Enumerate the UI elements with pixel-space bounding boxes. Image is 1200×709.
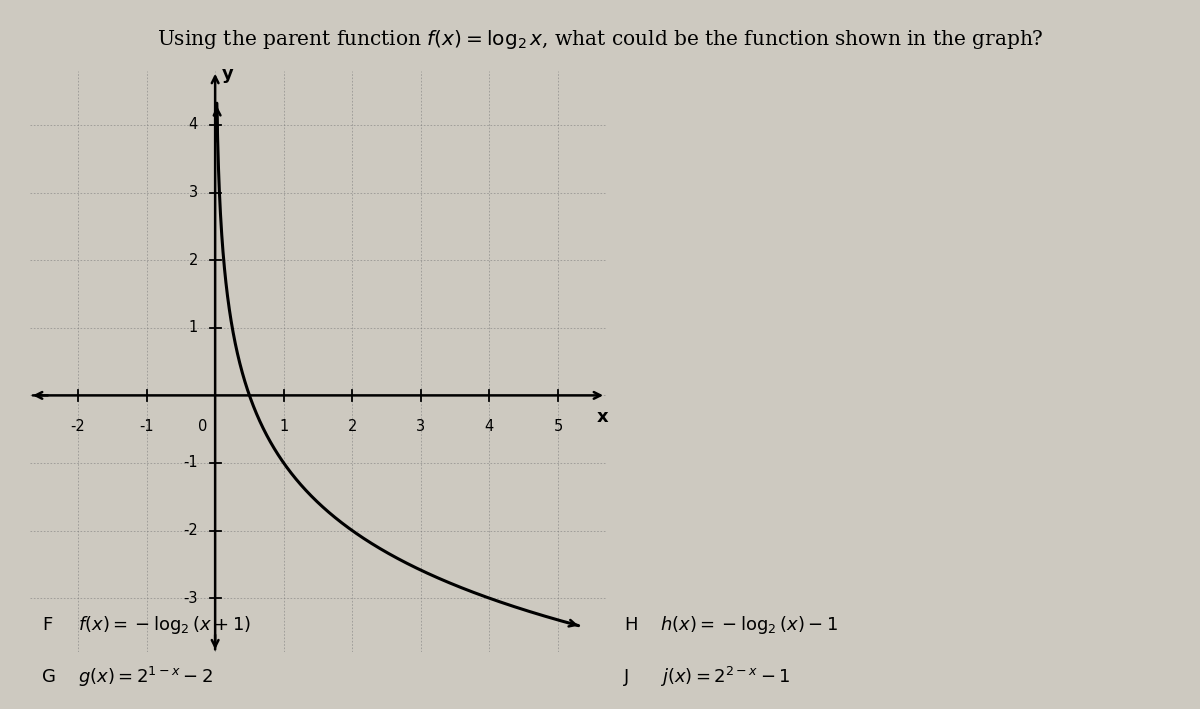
Text: H: H: [624, 616, 637, 635]
Text: $j(x) = 2^{2-x} - 1$: $j(x) = 2^{2-x} - 1$: [660, 665, 791, 689]
Text: 1: 1: [188, 320, 198, 335]
Text: -2: -2: [71, 419, 85, 434]
Text: J: J: [624, 668, 629, 686]
Text: -2: -2: [184, 523, 198, 538]
Text: 2: 2: [188, 252, 198, 268]
Text: F: F: [42, 616, 53, 635]
Text: x: x: [596, 408, 608, 426]
Text: -1: -1: [184, 455, 198, 471]
Text: 1: 1: [280, 419, 288, 434]
Text: 5: 5: [553, 419, 563, 434]
Text: 4: 4: [188, 118, 198, 133]
Text: -3: -3: [184, 591, 198, 605]
Text: 0: 0: [198, 419, 208, 434]
Text: -1: -1: [139, 419, 154, 434]
Text: 3: 3: [416, 419, 426, 434]
Text: $f(x) = -\log_2(x+1)$: $f(x) = -\log_2(x+1)$: [78, 614, 251, 637]
Text: 3: 3: [188, 185, 198, 200]
Text: $g(x) = 2^{1-x} - 2$: $g(x) = 2^{1-x} - 2$: [78, 665, 214, 689]
Text: y: y: [222, 65, 233, 83]
Text: 4: 4: [485, 419, 494, 434]
Text: 2: 2: [348, 419, 356, 434]
Text: G: G: [42, 668, 56, 686]
Text: $h(x) = -\log_2(x) - 1$: $h(x) = -\log_2(x) - 1$: [660, 614, 838, 637]
Text: Using the parent function $f(x) = \log_2 x$, what could be the function shown in: Using the parent function $f(x) = \log_2…: [157, 28, 1043, 51]
